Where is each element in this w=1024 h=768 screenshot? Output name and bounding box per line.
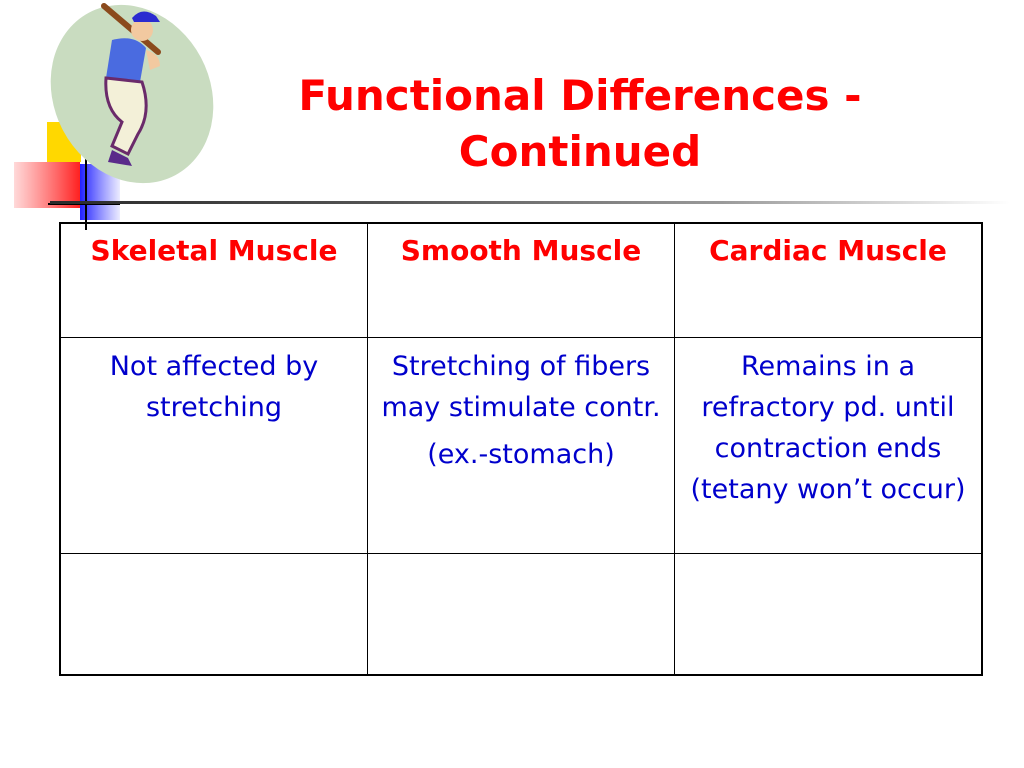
slide-title: Functional Differences - Continued [230,68,930,180]
baseball-player-clipart [14,3,214,230]
cell-text: Remains in a refractory pd. until contra… [690,351,966,505]
title-divider [50,201,1010,204]
cell-text: Stretching of fibers may stimulate contr… [381,351,661,423]
cell-cardiac-row-2 [675,554,981,674]
cell-skeletal-row-1: Not affected by stretching [61,338,368,554]
header-skeletal-muscle: Skeletal Muscle [61,224,368,338]
comparison-table: Skeletal Muscle Smooth Muscle Cardiac Mu… [59,222,983,676]
title-line-1: Functional Differences - [298,71,862,120]
cell-text: Not affected by stretching [109,351,319,423]
cell-smooth-row-2 [368,554,675,674]
header-smooth-muscle: Smooth Muscle [368,224,675,338]
header-cardiac-muscle: Cardiac Muscle [675,224,981,338]
cell-text: (ex.-stomach) [427,439,615,470]
title-line-2: Continued [458,127,702,176]
cell-cardiac-row-1: Remains in a refractory pd. until contra… [675,338,981,554]
cell-smooth-row-1: Stretching of fibers may stimulate contr… [368,338,675,554]
cell-skeletal-row-2 [61,554,368,674]
